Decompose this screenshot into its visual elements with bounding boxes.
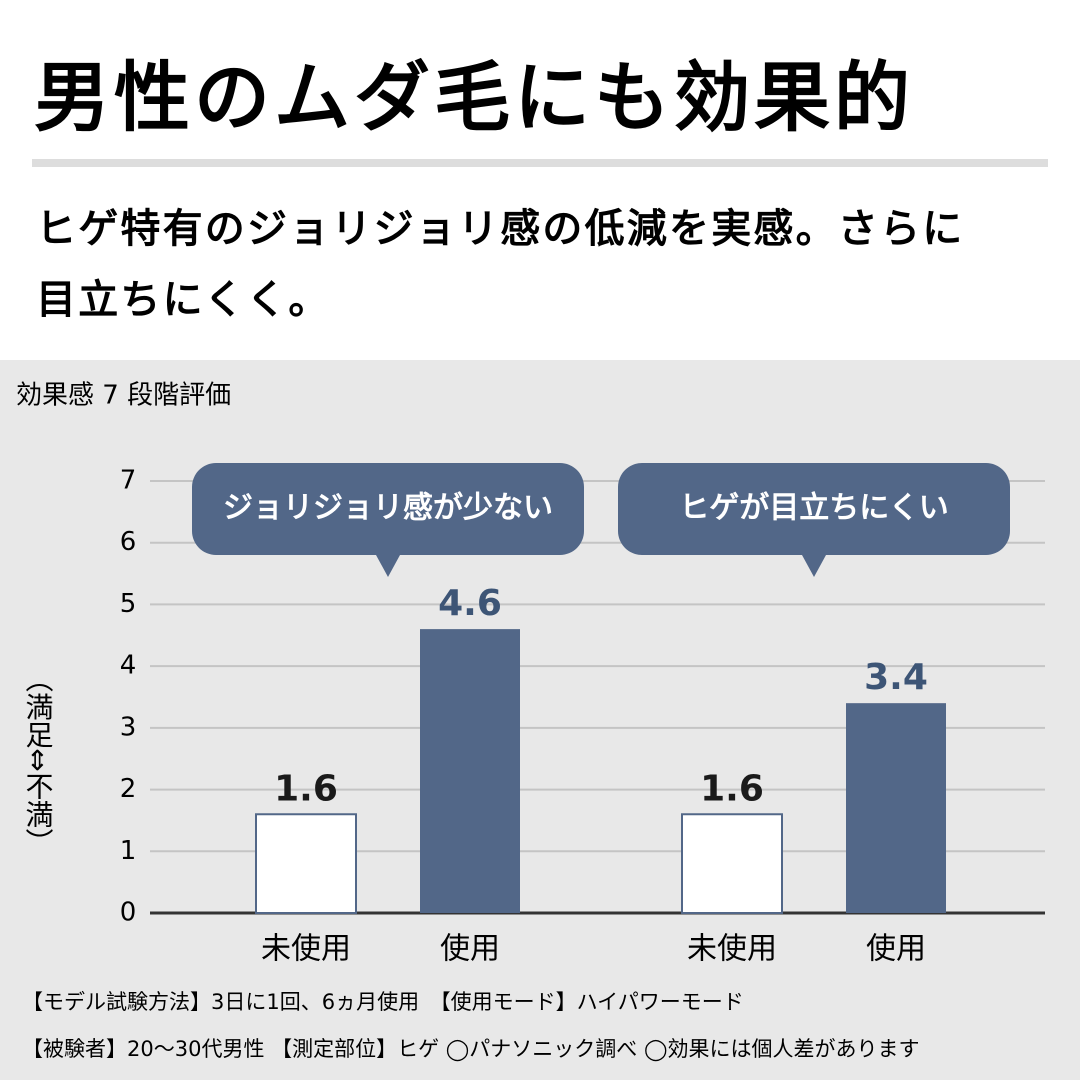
x-tick-label: 使用 [440,932,500,967]
y-tick-label: 4 [120,651,137,681]
y-tick-label: 7 [120,466,137,496]
y-tick-label: 1 [120,836,137,866]
x-tick-label: 未使用 [261,932,351,967]
subtitle: 目立ちにくく。 [36,277,331,323]
title: 男性のムダ毛にも効果的 [34,53,914,142]
value-label: 4.6 [438,583,502,624]
divider [32,159,1048,167]
y-tick-label: 6 [120,527,137,557]
bar [420,629,520,913]
subtitle: ヒゲ特有のジョリジョリ感の低減を実感。さらに [36,206,964,252]
y-axis-label: （満足⇔不満） [22,664,55,855]
x-tick-label: 使用 [866,932,926,967]
y-tick-label: 5 [120,589,137,619]
y-tick-label: 2 [120,774,137,804]
callout [192,463,584,577]
value-label: 3.4 [864,657,928,698]
y-tick-label: 0 [120,898,137,928]
callout-label: ヒゲが目立ちにくい [679,491,948,526]
bar [846,703,946,913]
bar [255,813,357,914]
footnote: 【モデル試験方法】3日に1回、6ヵ月使用 【使用モード】ハイパワーモード [22,990,744,1014]
bar [681,813,783,914]
callout [618,463,1010,577]
footnote: 【被験者】20〜30代男性 【測定部位】ヒゲ ◯パナソニック調べ ◯効果には個人… [22,1037,919,1062]
value-label: 1.6 [700,768,764,809]
chart-title: 効果感 7 段階評価 [16,381,231,411]
y-tick-label: 3 [120,712,137,742]
value-label: 1.6 [274,768,338,809]
callout-label: ジョリジョリ感が少ない [223,491,553,526]
x-tick-label: 未使用 [687,932,777,967]
